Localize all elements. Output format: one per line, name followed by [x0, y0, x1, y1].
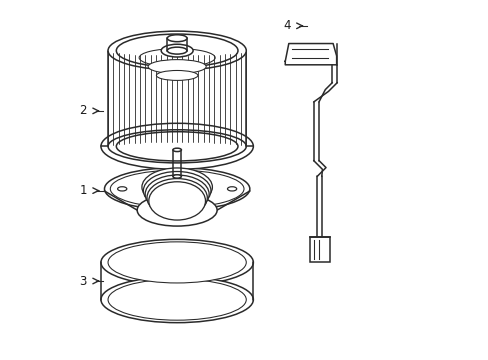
Ellipse shape [137, 194, 217, 226]
Ellipse shape [148, 60, 206, 73]
Ellipse shape [161, 44, 193, 57]
Ellipse shape [147, 179, 207, 217]
Text: 4: 4 [283, 19, 290, 32]
Ellipse shape [173, 148, 181, 152]
Ellipse shape [108, 31, 246, 70]
Ellipse shape [110, 170, 244, 208]
Ellipse shape [172, 187, 182, 191]
Ellipse shape [116, 34, 238, 67]
Text: 1: 1 [79, 184, 86, 197]
Ellipse shape [167, 47, 187, 54]
Ellipse shape [108, 242, 246, 283]
Ellipse shape [167, 35, 187, 42]
Ellipse shape [101, 239, 253, 285]
Ellipse shape [101, 123, 253, 169]
Ellipse shape [145, 175, 209, 213]
Ellipse shape [143, 171, 210, 210]
Ellipse shape [227, 187, 236, 191]
Ellipse shape [148, 182, 205, 220]
Ellipse shape [108, 130, 246, 163]
Ellipse shape [104, 168, 249, 210]
Text: 3: 3 [79, 275, 86, 288]
Ellipse shape [139, 49, 215, 67]
Ellipse shape [118, 187, 126, 191]
Text: 2: 2 [79, 104, 86, 117]
Ellipse shape [173, 175, 181, 178]
Ellipse shape [101, 276, 253, 323]
Ellipse shape [116, 132, 238, 161]
Bar [309, 237, 329, 262]
Ellipse shape [108, 279, 246, 320]
Ellipse shape [142, 168, 212, 206]
Ellipse shape [156, 71, 198, 80]
